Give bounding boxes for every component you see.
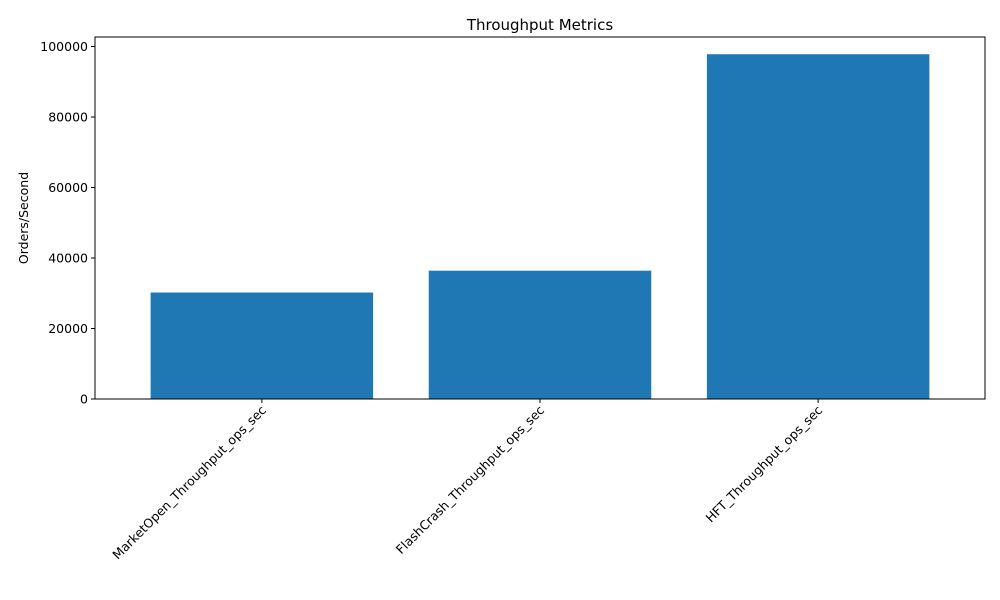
plot-frame [94, 36, 986, 400]
bar-1 [428, 270, 652, 399]
y-tick-label-4: 80000 [48, 109, 88, 124]
bars-group [150, 54, 930, 399]
bar-0 [150, 292, 374, 399]
y-tick-label-0: 0 [80, 392, 88, 407]
y-ticks-group: 0 20000 40000 60000 80000 100000 [40, 39, 95, 407]
bar-2 [706, 54, 930, 399]
chart-title: Throughput Metrics [466, 16, 614, 34]
y-tick-label-2: 40000 [48, 250, 88, 265]
y-tick-label-3: 60000 [48, 180, 88, 195]
y-axis-label: Orders/Second [16, 172, 31, 264]
y-tick-label-1: 20000 [48, 321, 88, 336]
y-tick-label-5: 100000 [40, 39, 88, 54]
